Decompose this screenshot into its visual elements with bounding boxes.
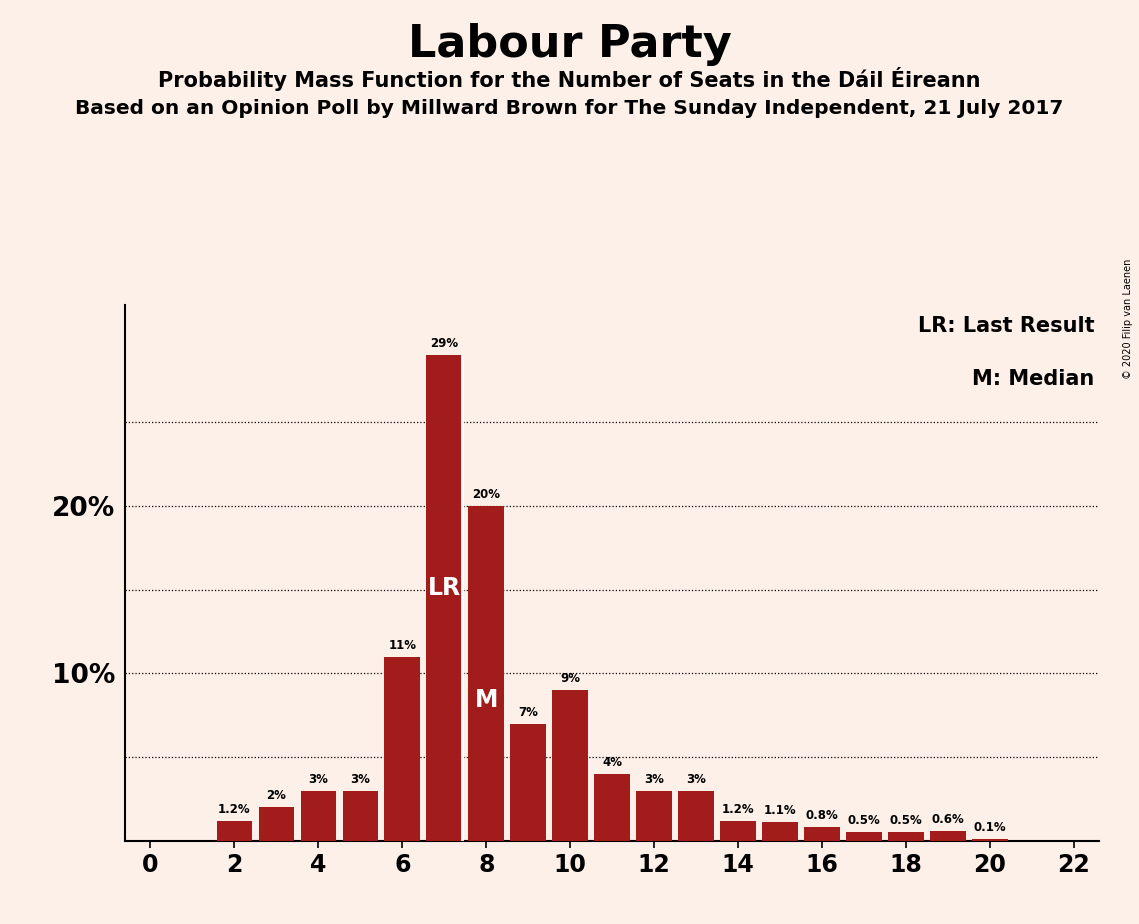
Text: Probability Mass Function for the Number of Seats in the Dáil Éireann: Probability Mass Function for the Number… [158,67,981,91]
Bar [510,723,546,841]
Text: 0.1%: 0.1% [974,821,1007,834]
Text: LR: LR [428,577,461,601]
Text: 0.5%: 0.5% [847,814,880,828]
Bar [804,828,839,841]
Text: Based on an Opinion Poll by Millward Brown for The Sunday Independent, 21 July 2: Based on an Opinion Poll by Millward Bro… [75,99,1064,118]
Text: 11%: 11% [388,638,417,651]
Bar [973,839,1008,841]
Text: 1.2%: 1.2% [218,803,251,816]
Text: 7%: 7% [518,706,539,719]
Bar [762,822,798,841]
Text: 2%: 2% [267,789,286,802]
Text: 0.6%: 0.6% [932,813,965,826]
Text: 9%: 9% [560,672,580,685]
Text: 3%: 3% [645,772,664,785]
Text: 0.5%: 0.5% [890,814,923,828]
Text: 4%: 4% [603,756,622,769]
Text: 3%: 3% [351,772,370,785]
Bar [931,831,966,841]
Bar [595,774,630,841]
Bar [216,821,252,841]
Text: 1.1%: 1.1% [764,805,796,818]
Bar [720,821,756,841]
Bar [301,791,336,841]
Text: 0.8%: 0.8% [805,809,838,822]
Bar [343,791,378,841]
Text: 3%: 3% [309,772,328,785]
Text: M: Median: M: Median [972,370,1095,389]
Text: Labour Party: Labour Party [408,23,731,67]
Text: LR: Last Result: LR: Last Result [918,316,1095,335]
Text: © 2020 Filip van Laenen: © 2020 Filip van Laenen [1123,259,1133,379]
Text: 29%: 29% [431,337,458,350]
Text: M: M [475,688,498,712]
Bar [552,690,588,841]
Bar [637,791,672,841]
Bar [468,506,505,841]
Bar [259,808,294,841]
Text: 1.2%: 1.2% [722,803,754,816]
Text: 3%: 3% [686,772,706,785]
Text: 20%: 20% [473,488,500,501]
Bar [846,833,882,841]
Bar [888,833,924,841]
Bar [385,657,420,841]
Bar [426,355,462,841]
Bar [679,791,714,841]
